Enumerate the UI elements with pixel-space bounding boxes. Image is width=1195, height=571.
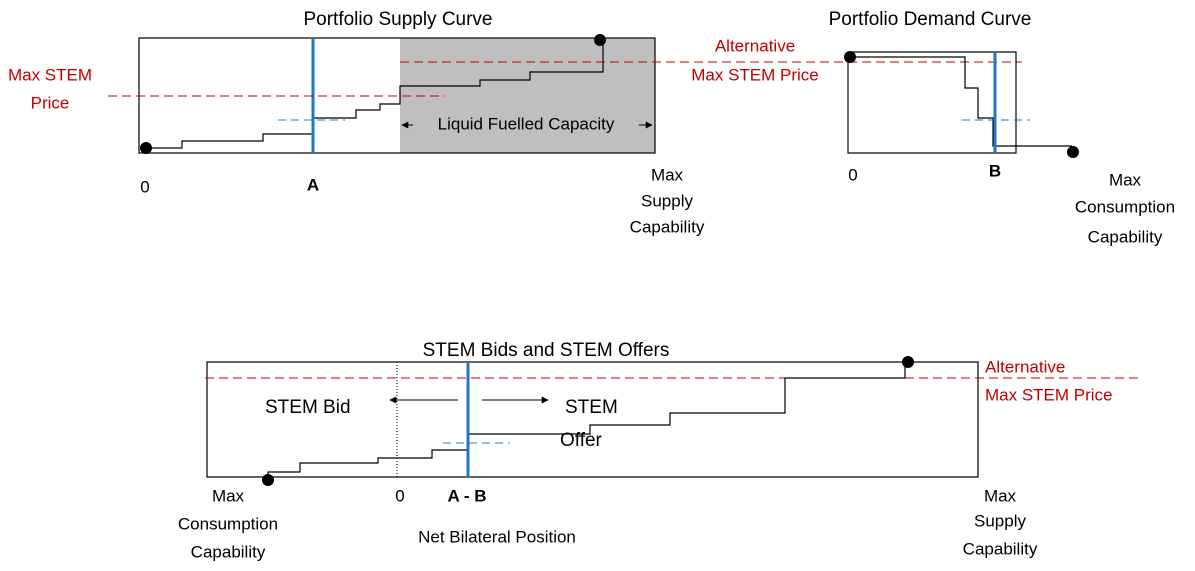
label: B [989, 161, 1001, 180]
label: Supply [974, 511, 1026, 530]
label: Net Bilateral Position [418, 527, 576, 546]
dot [902, 356, 914, 368]
label: 0 [140, 177, 149, 196]
dot [1067, 146, 1079, 158]
label: Alternative [985, 357, 1065, 376]
label: Capability [1088, 227, 1163, 246]
label: Max STEM [8, 65, 92, 84]
label: Offer [560, 430, 603, 451]
label: Max [212, 486, 245, 505]
label: Max STEM Price [691, 65, 819, 84]
dot [594, 34, 606, 46]
label: Alternative [715, 36, 795, 55]
stem-curve [267, 363, 906, 478]
supply-curve [146, 42, 604, 149]
label: Capability [630, 217, 705, 236]
label: STEM Bid [265, 397, 351, 418]
label: Price [31, 93, 70, 112]
label: Max [984, 486, 1017, 505]
title: STEM Bids and STEM Offers [423, 340, 670, 361]
title: Portfolio Supply Curve [303, 9, 492, 30]
dot [140, 142, 152, 154]
label: Supply [641, 191, 693, 210]
label: A - B [447, 486, 486, 505]
label: A [307, 175, 319, 194]
label: Consumption [1075, 197, 1175, 216]
dot [844, 51, 856, 63]
label: Capability [963, 539, 1038, 558]
label: 0 [395, 486, 404, 505]
label: Max STEM Price [985, 385, 1113, 404]
label: Capability [191, 542, 266, 561]
label: STEM [565, 397, 618, 418]
demand-curve [850, 56, 1072, 147]
title: Portfolio Demand Curve [829, 9, 1032, 30]
label-bg [413, 114, 639, 136]
label: Max [1109, 170, 1142, 189]
label: 0 [848, 165, 857, 184]
demand-frame [847, 51, 1017, 154]
dot [262, 474, 274, 486]
region-label: Liquid Fuelled Capacity [438, 114, 615, 133]
label: Consumption [178, 514, 278, 533]
stem-frame [206, 361, 979, 478]
label: Max [651, 165, 684, 184]
